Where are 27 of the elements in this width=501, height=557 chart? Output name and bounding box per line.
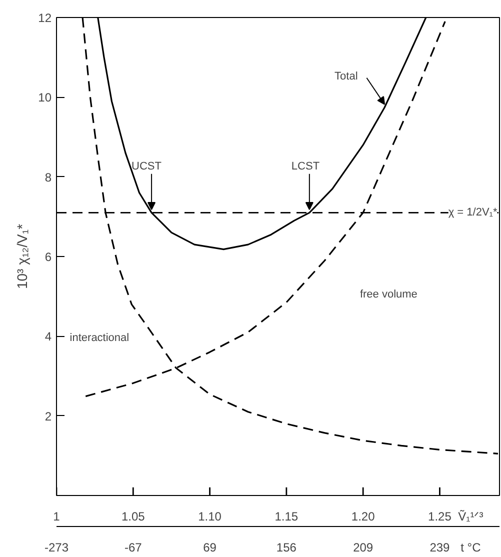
y-tick-label: 4 [44,330,52,344]
y-tick-label: 2 [44,409,52,424]
text: -67 [124,540,142,554]
y-tick-label: 10 [38,90,52,105]
annotation: interactional [70,332,130,344]
x-axis-title: Ṽ₁¹ᐟ³ [458,510,484,524]
x-tick-label: 1.20 [351,510,376,524]
annotation: Total [334,70,358,83]
text: 69 [203,540,217,554]
x-tick-label: 1.25 [428,510,452,524]
x-tick-label: 1.10 [198,510,222,524]
text: -273 [44,540,69,554]
text: 239 [430,540,450,554]
y-tick-label: 6 [44,250,52,264]
annotation: free volume [360,288,418,301]
annotation: LCST [291,160,320,173]
text: 209 [353,540,374,554]
x-tick-label: 1.15 [274,510,298,524]
y-axis-title: 10³ χ₁₂/V₁* [14,223,30,290]
x2-axis-title: t °C [460,540,482,554]
text: 156 [276,540,297,554]
x-tick-label: 1.05 [121,510,146,524]
y-tick-label: 8 [44,170,52,184]
annotation: χ = 1/2V₁* [448,206,498,219]
y-tick-label: 12 [38,11,52,25]
x-tick-label: 1 [53,510,60,524]
annotation: UCST [132,160,162,173]
